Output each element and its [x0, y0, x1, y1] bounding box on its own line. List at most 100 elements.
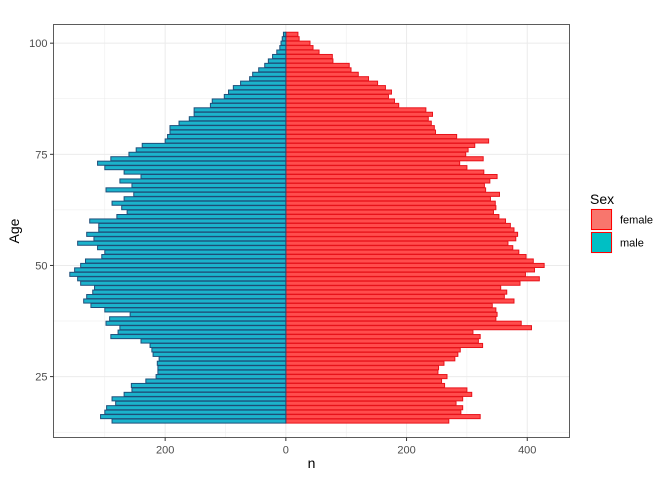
- female-bar-age-71: [285, 169, 485, 175]
- female-bar-age-72: [285, 165, 468, 171]
- legend: Sex female male: [590, 191, 653, 254]
- female-bar-age-78: [285, 138, 490, 144]
- male-bar-age-21: [123, 391, 287, 397]
- male-bar-age-66: [133, 191, 287, 197]
- female-bar-age-68: [285, 182, 485, 188]
- female-bar-age-99: [285, 45, 314, 51]
- male-bar-age-77: [141, 142, 287, 148]
- male-bar-age-97: [272, 53, 287, 60]
- female-bar-age-95: [285, 62, 350, 68]
- female-bar-age-57: [285, 231, 519, 237]
- male-bar-age-63: [121, 205, 287, 211]
- female-bar-age-39: [285, 311, 498, 317]
- male-bar-age-35: [117, 329, 287, 335]
- male-bar-age-50: [80, 262, 287, 268]
- female-bar-age-52: [285, 254, 527, 260]
- male-bar-age-79: [167, 133, 287, 140]
- female-bar-age-55: [285, 240, 509, 246]
- male-bar-age-43: [86, 294, 287, 300]
- male-bar-age-34: [110, 334, 287, 340]
- female-bar-age-53: [285, 249, 520, 255]
- female-bar-age-25: [285, 374, 448, 380]
- male-bar-age-20: [111, 396, 287, 402]
- female-bar-age-85: [285, 107, 427, 113]
- male-bar-age-18: [106, 405, 287, 411]
- female-bar-age-69: [285, 178, 491, 184]
- male-bar-age-102: [282, 31, 287, 37]
- male-bar-age-80: [169, 129, 287, 135]
- female-bar-age-38: [285, 316, 497, 322]
- female-bar-age-26: [285, 369, 439, 375]
- male-bar-age-32: [149, 342, 287, 349]
- female-bar-age-40: [285, 307, 497, 313]
- female-bar-age-48: [285, 271, 526, 277]
- male-bar-age-72: [104, 165, 287, 171]
- male-bar-age-27: [157, 365, 287, 371]
- female-bar-age-20: [285, 396, 464, 402]
- male-bar-age-15: [111, 418, 287, 424]
- male-bar-age-23: [130, 382, 287, 389]
- male-bar-age-57: [86, 231, 287, 237]
- legend-label-male: male: [620, 238, 644, 250]
- female-bar-age-56: [285, 236, 517, 242]
- female-bar-age-44: [285, 289, 508, 295]
- male-bar-age-96: [267, 58, 287, 64]
- female-bar-age-64: [285, 200, 496, 206]
- male-bar-age-52: [101, 254, 287, 260]
- y-tick-label: 25: [35, 372, 47, 384]
- legend-swatch-male: [591, 232, 612, 253]
- x-axis-ticks: 200 0 200 400: [156, 437, 536, 457]
- female-bar-age-41: [285, 302, 493, 309]
- male-bar-age-94: [258, 67, 287, 73]
- male-bar-age-100: [280, 40, 287, 46]
- male-bar-age-98: [276, 49, 287, 55]
- male-bar-age-46: [80, 280, 287, 286]
- male-bar-age-44: [92, 289, 287, 295]
- male-bar-age-55: [77, 240, 287, 246]
- female-bar-age-23: [285, 382, 446, 389]
- female-bar-age-98: [285, 49, 320, 55]
- male-bar-age-70: [140, 173, 287, 180]
- legend-label-female: female: [620, 215, 653, 227]
- male-bar-age-95: [264, 62, 287, 68]
- female-bar-age-90: [285, 85, 386, 91]
- male-bar-age-38: [109, 316, 287, 322]
- female-bar-age-32: [285, 342, 484, 349]
- male-bar-age-42: [83, 298, 287, 304]
- male-bar-age-40: [104, 307, 287, 313]
- female-bar-age-51: [285, 258, 534, 264]
- female-bar-age-94: [285, 67, 352, 73]
- male-bar-age-88: [223, 93, 287, 100]
- female-bar-age-28: [285, 360, 445, 366]
- female-bar-age-30: [285, 351, 459, 357]
- female-bar-age-101: [285, 36, 300, 42]
- female-bar-age-54: [285, 245, 514, 251]
- male-bar-age-30: [152, 351, 287, 357]
- female-bar-age-87: [285, 98, 395, 104]
- male-bar-age-76: [135, 147, 287, 153]
- male-bar-age-22: [131, 387, 287, 393]
- male-bar-age-29: [158, 356, 287, 362]
- female-bar-age-16: [285, 414, 481, 420]
- y-tick-label: 100: [29, 38, 47, 50]
- male-bar-age-73: [97, 160, 287, 166]
- male-bar-age-41: [90, 302, 287, 309]
- legend-title: Sex: [590, 191, 614, 207]
- female-bar-age-84: [285, 111, 434, 117]
- female-bar-age-43: [285, 294, 505, 300]
- y-tick-label: 50: [35, 260, 47, 272]
- female-bar-age-62: [285, 209, 494, 215]
- female-bar-age-102: [285, 31, 299, 37]
- male-bar-age-16: [100, 414, 287, 420]
- female-bar-age-76: [285, 147, 469, 153]
- female-bar-age-65: [285, 196, 491, 202]
- female-bar-age-77: [285, 142, 476, 148]
- male-bar-age-47: [77, 276, 287, 282]
- male-bar-age-61: [116, 214, 287, 220]
- male-bar-age-60: [89, 218, 287, 224]
- panel-border: [53, 24, 570, 438]
- male-bar-age-90: [232, 85, 287, 91]
- male-bar-age-84: [193, 111, 287, 117]
- female-bar-age-15: [285, 418, 450, 424]
